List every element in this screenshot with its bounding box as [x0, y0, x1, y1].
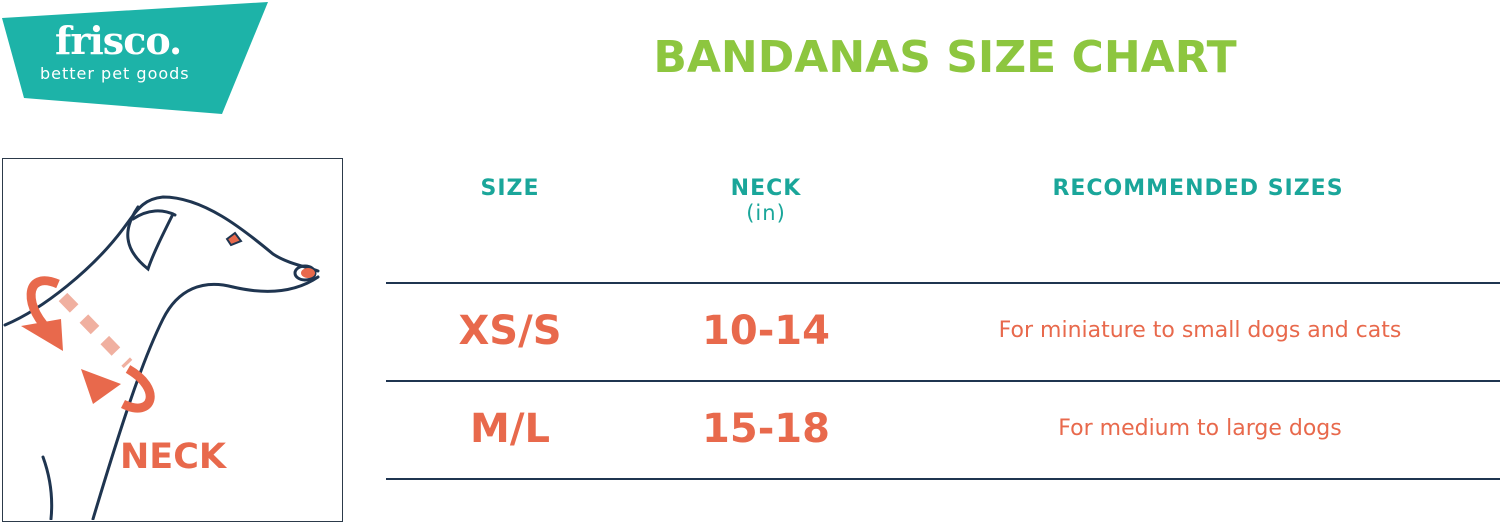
header-recommended: RECOMMENDED SIZES	[1052, 176, 1344, 201]
header-neck-label: NECK	[730, 176, 802, 201]
recommended-cell: For medium to large dogs	[1058, 416, 1342, 441]
logo-brand: frisco.	[55, 18, 182, 63]
size-cell: XS/S	[458, 308, 562, 354]
neck-cell: 15-18	[702, 406, 830, 452]
header-neck-unit: (in)	[746, 201, 786, 225]
header-size: SIZE	[480, 176, 540, 201]
table-divider	[386, 380, 1500, 382]
logo-tagline: better pet goods	[40, 64, 190, 83]
page-title: BANDANAS SIZE CHART	[653, 32, 1237, 83]
table-divider	[386, 282, 1500, 284]
neck-cell: 10-14	[702, 308, 830, 354]
recommended-cell: For miniature to small dogs and cats	[998, 318, 1402, 343]
table-divider	[386, 478, 1500, 480]
dog-neck-illustration: NECK	[2, 158, 343, 522]
header-neck: NECK (in)	[666, 176, 866, 225]
size-cell: M/L	[470, 406, 550, 452]
dog-icon	[3, 195, 320, 520]
neck-label: NECK	[120, 437, 227, 477]
frisco-logo: frisco. better pet goods	[0, 0, 270, 116]
